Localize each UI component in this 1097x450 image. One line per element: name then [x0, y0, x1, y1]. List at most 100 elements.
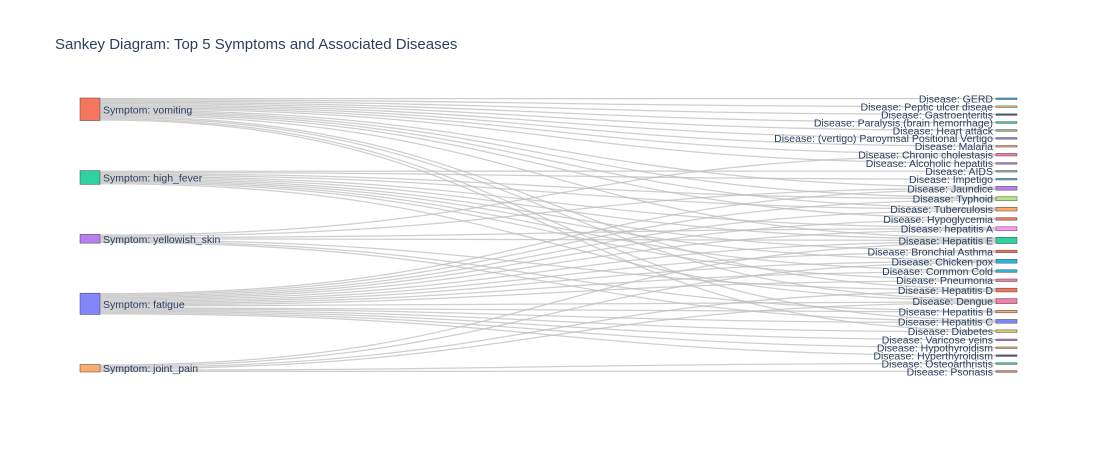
- sankey-link[interactable]: [99, 271, 997, 305]
- target-node[interactable]: [995, 370, 1018, 373]
- target-node[interactable]: [995, 329, 1018, 333]
- sankey-link[interactable]: [99, 310, 997, 341]
- target-node[interactable]: [995, 145, 1018, 148]
- sankey-link[interactable]: [99, 103, 997, 131]
- sankey-link[interactable]: [99, 180, 997, 272]
- sankey-link[interactable]: [99, 111, 997, 209]
- sankey-link[interactable]: [99, 242, 997, 366]
- target-node[interactable]: [995, 105, 1018, 108]
- target-node[interactable]: [995, 249, 1018, 253]
- sankey-link[interactable]: [99, 105, 997, 147]
- sankey-link[interactable]: [99, 171, 997, 180]
- sankey-link[interactable]: [99, 228, 997, 239]
- source-node[interactable]: [79, 292, 101, 315]
- sankey-link[interactable]: [99, 251, 997, 302]
- target-label: Disease: Bronchial Asthma: [868, 246, 994, 258]
- sankey-link[interactable]: [99, 290, 997, 369]
- sankey-link[interactable]: [99, 308, 997, 324]
- source-node[interactable]: [79, 97, 101, 121]
- sankey-link[interactable]: [99, 261, 997, 367]
- target-node[interactable]: [995, 129, 1018, 132]
- target-label: Disease: Peptic ulcer diseae: [861, 102, 994, 114]
- target-label: Disease: Hypothyroidism: [877, 343, 993, 355]
- sankey-link[interactable]: [99, 241, 997, 301]
- target-node[interactable]: [995, 162, 1018, 165]
- sankey-link[interactable]: [99, 100, 997, 116]
- sankey-link[interactable]: [99, 313, 997, 357]
- target-node[interactable]: [995, 362, 1018, 365]
- target-label: Disease: Chronic cholestasis: [858, 150, 993, 162]
- source-label: Symptom: high_fever: [103, 172, 203, 184]
- target-node[interactable]: [995, 113, 1018, 116]
- target-label: Disease: Jaundice: [907, 183, 993, 195]
- sankey-link[interactable]: [99, 115, 997, 290]
- sankey-link[interactable]: [99, 260, 997, 304]
- sankey-link[interactable]: [99, 176, 997, 240]
- sankey-link[interactable]: [99, 99, 997, 108]
- target-node[interactable]: [995, 259, 1018, 264]
- target-node[interactable]: [995, 346, 1018, 349]
- target-node[interactable]: [995, 137, 1018, 140]
- nodes-layer: [79, 97, 1018, 373]
- target-node[interactable]: [995, 186, 1018, 191]
- target-node[interactable]: [995, 170, 1018, 173]
- sankey-link[interactable]: [99, 302, 997, 370]
- sankey-link[interactable]: [99, 110, 997, 199]
- target-label: Disease: Varicose veins: [882, 335, 993, 347]
- target-label: Disease: Impetigo: [909, 174, 993, 186]
- sankey-link[interactable]: [99, 106, 997, 155]
- target-node[interactable]: [995, 287, 1018, 293]
- sankey-link[interactable]: [99, 209, 997, 297]
- sankey-link[interactable]: [99, 218, 997, 299]
- target-label: Disease: Pneumonia: [896, 275, 993, 287]
- target-label: Disease: Psoriasis: [907, 366, 993, 378]
- source-node[interactable]: [79, 364, 101, 373]
- sankey-link[interactable]: [99, 109, 997, 188]
- sankey-link[interactable]: [99, 309, 997, 333]
- sankey-link[interactable]: [99, 362, 997, 371]
- source-label: Symptom: yellowish_skin: [103, 234, 220, 246]
- target-label: Disease: Dengue: [912, 296, 993, 308]
- sankey-link[interactable]: [99, 154, 997, 236]
- sankey-link[interactable]: [99, 113, 997, 219]
- target-node[interactable]: [995, 338, 1018, 341]
- source-node[interactable]: [79, 234, 101, 244]
- target-label: Disease: Gastroenteritis: [881, 109, 993, 121]
- target-node[interactable]: [995, 206, 1018, 212]
- target-node[interactable]: [995, 97, 1018, 100]
- target-node[interactable]: [995, 310, 1018, 314]
- target-node[interactable]: [995, 217, 1018, 221]
- target-node[interactable]: [995, 153, 1018, 157]
- target-node[interactable]: [995, 319, 1018, 324]
- target-node[interactable]: [995, 278, 1018, 282]
- sankey-link[interactable]: [99, 101, 997, 124]
- target-node[interactable]: [995, 178, 1018, 181]
- sankey-link[interactable]: [99, 311, 997, 349]
- sankey-link[interactable]: [99, 174, 997, 210]
- target-node[interactable]: [995, 269, 1018, 273]
- sankey-link[interactable]: [99, 199, 997, 296]
- sankey-link[interactable]: [99, 188, 997, 295]
- sankey-link[interactable]: [99, 229, 997, 300]
- sankey-link[interactable]: [99, 104, 997, 139]
- target-node[interactable]: [995, 354, 1018, 357]
- sankey-link[interactable]: [99, 239, 997, 291]
- source-node[interactable]: [79, 170, 101, 185]
- sankey-link[interactable]: [99, 187, 997, 237]
- target-label: Disease: Common Cold: [882, 266, 993, 278]
- sankey-link[interactable]: [99, 306, 997, 313]
- target-node[interactable]: [995, 237, 1018, 244]
- target-node[interactable]: [995, 196, 1018, 201]
- sankey-link[interactable]: [99, 114, 997, 239]
- source-label: Symptom: fatigue: [103, 299, 185, 311]
- sankey-link[interactable]: [99, 280, 997, 306]
- target-label: Disease: AIDS: [925, 166, 993, 178]
- sankey-link[interactable]: [99, 178, 997, 252]
- sankey-link[interactable]: [99, 173, 997, 200]
- target-label: Disease: Alcoholic hepatitis: [866, 158, 993, 170]
- target-node[interactable]: [995, 226, 1018, 231]
- sankey-link[interactable]: [99, 238, 997, 242]
- target-node[interactable]: [995, 298, 1018, 304]
- target-node[interactable]: [995, 121, 1018, 124]
